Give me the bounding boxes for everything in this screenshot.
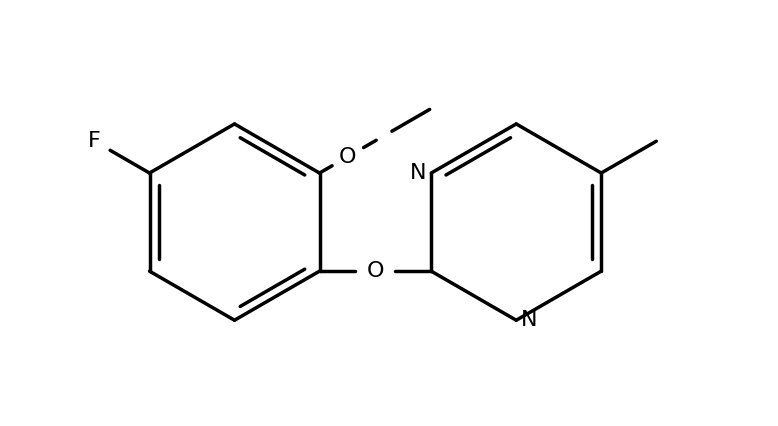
Text: O: O (366, 261, 384, 281)
Text: N: N (410, 163, 426, 183)
Text: F: F (88, 131, 101, 151)
Text: O: O (339, 147, 356, 167)
Text: N: N (520, 310, 538, 330)
